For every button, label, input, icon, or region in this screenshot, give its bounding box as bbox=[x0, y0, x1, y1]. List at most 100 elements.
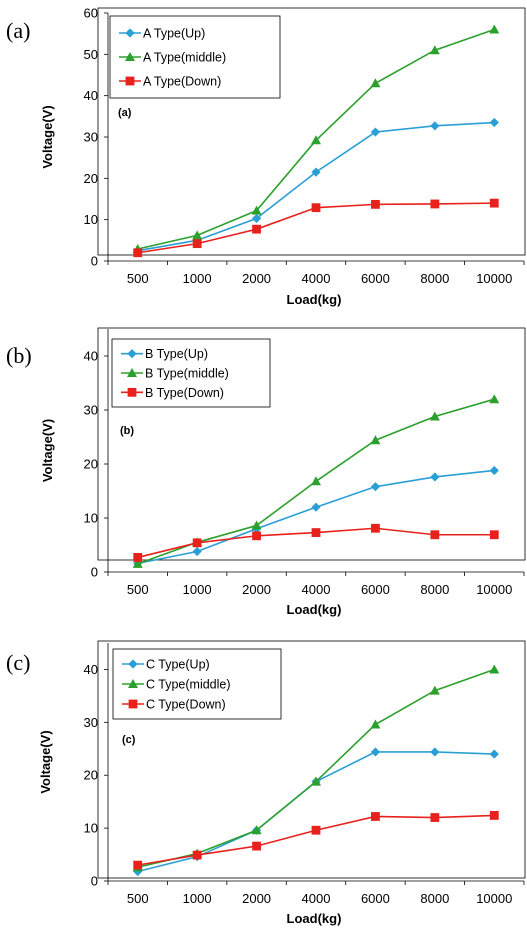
data-point bbox=[489, 811, 499, 820]
data-point bbox=[489, 664, 500, 674]
data-point bbox=[192, 239, 202, 249]
legend-marker bbox=[128, 659, 138, 669]
data-point bbox=[192, 546, 202, 557]
data-point bbox=[430, 472, 440, 482]
series-square bbox=[133, 811, 499, 870]
y-tick-label: 30 bbox=[84, 130, 98, 145]
legend-marker bbox=[125, 28, 135, 38]
y-tick-label: 40 bbox=[84, 88, 98, 103]
data-point bbox=[311, 203, 321, 213]
data-point bbox=[489, 465, 499, 476]
data-point bbox=[311, 135, 321, 145]
data-point bbox=[430, 747, 440, 757]
data-point bbox=[370, 78, 381, 88]
chart-frame bbox=[97, 7, 526, 256]
data-point bbox=[489, 198, 499, 208]
data-point bbox=[192, 538, 202, 548]
x-tick-label: 500 bbox=[127, 891, 149, 906]
data-point bbox=[370, 719, 381, 729]
chart-panel-a: (a) 0 10 20 30 40 50 60 500 1000 2000 4000 6000 8000 1… bbox=[6, 6, 526, 307]
y-tick-label: 20 bbox=[84, 171, 98, 186]
data-point bbox=[192, 230, 203, 240]
inner-panel-label: (c) bbox=[122, 734, 136, 746]
y-tick-label: 50 bbox=[84, 47, 98, 62]
y-axis-title: Voltage(V) bbox=[40, 105, 55, 168]
chart-frame bbox=[97, 327, 526, 561]
data-point bbox=[132, 558, 143, 568]
data-point bbox=[371, 523, 380, 533]
y-tick-label: 0 bbox=[91, 565, 98, 580]
data-point bbox=[370, 482, 381, 492]
x-axis: 500 1000 2000 4000 6000 8000 10000 bbox=[107, 261, 525, 286]
data-point bbox=[430, 813, 440, 822]
legend-label: A Type(Down) bbox=[143, 75, 221, 89]
y-axis-title: Voltage(V) bbox=[40, 419, 55, 482]
data-point bbox=[429, 45, 440, 55]
data-point bbox=[489, 24, 500, 34]
data-point bbox=[430, 199, 440, 209]
data-point bbox=[429, 685, 440, 695]
legend: B Type(Up) B Type(middle) B Type(Down) bbox=[111, 338, 271, 408]
y-tick-label: 0 bbox=[91, 254, 98, 269]
legend: A Type(Up) A Type(middle) A Type(Down) bbox=[109, 15, 281, 99]
data-point bbox=[371, 199, 380, 209]
x-tick-label: 2000 bbox=[242, 271, 271, 286]
series-triangle bbox=[132, 24, 500, 254]
series-triangle bbox=[132, 394, 500, 568]
data-point bbox=[371, 812, 380, 821]
chart-panel-b: (b) 0 10 20 30 40 500 1000 2000 4000 6000 8000 10000… bbox=[6, 327, 526, 617]
data-point bbox=[489, 394, 500, 404]
legend-label: A Type(Up) bbox=[143, 27, 205, 41]
data-point bbox=[252, 531, 261, 541]
x-tick-label: 1000 bbox=[183, 271, 212, 286]
y-tick-label: 60 bbox=[84, 6, 98, 21]
data-point bbox=[311, 528, 321, 537]
panel-label: (b) bbox=[6, 343, 32, 368]
legend-label: B Type(middle) bbox=[145, 367, 229, 381]
data-point bbox=[370, 747, 381, 757]
data-point bbox=[252, 224, 261, 234]
data-point bbox=[311, 776, 321, 786]
y-tick-label: 0 bbox=[91, 874, 98, 889]
data-point bbox=[489, 530, 499, 540]
x-tick-label: 500 bbox=[127, 271, 149, 286]
y-tick-label: 40 bbox=[84, 349, 98, 364]
legend-label: B Type(Down) bbox=[145, 386, 224, 400]
y-tick-label: 30 bbox=[84, 403, 98, 418]
legend-marker bbox=[128, 679, 138, 688]
data-point bbox=[251, 205, 262, 215]
y-axis: 0 10 20 30 40 50 60 bbox=[84, 6, 524, 269]
data-point bbox=[311, 502, 321, 512]
x-tick-label: 10000 bbox=[476, 891, 512, 906]
legend-label: A Type(middle) bbox=[143, 51, 226, 65]
legend: C Type(Up) C Type(middle) C Type(Down) bbox=[112, 648, 282, 720]
y-tick-label: 30 bbox=[84, 715, 98, 730]
data-point bbox=[192, 850, 202, 860]
legend-label: C Type(Up) bbox=[146, 658, 210, 672]
data-point bbox=[370, 127, 381, 137]
y-tick-label: 20 bbox=[84, 457, 98, 472]
inner-panel-label: (b) bbox=[120, 425, 134, 437]
x-tick-label: 10000 bbox=[476, 582, 512, 597]
legend-label: C Type(middle) bbox=[146, 678, 231, 692]
x-axis: 500 1000 2000 4000 6000 8000 10000 bbox=[107, 881, 525, 906]
x-tick-label: 8000 bbox=[420, 891, 449, 906]
y-tick-label: 20 bbox=[84, 768, 98, 783]
y-tick-label: 10 bbox=[84, 511, 98, 526]
legend-label: B Type(Up) bbox=[145, 347, 208, 361]
legend-marker bbox=[127, 368, 137, 377]
x-axis-title: Load(kg) bbox=[287, 911, 342, 926]
data-point bbox=[133, 553, 143, 562]
chart-panel-c: (c) 0 10 20 30 40 500 1000 2000 4000 6000 8000 10000… bbox=[6, 640, 526, 926]
panel-label: (c) bbox=[6, 650, 30, 675]
series-line bbox=[137, 751, 495, 873]
y-tick-label: 10 bbox=[84, 821, 98, 836]
inner-panel-label: (a) bbox=[118, 107, 132, 119]
panel-label: (a) bbox=[6, 18, 30, 43]
x-tick-label: 8000 bbox=[420, 271, 449, 286]
series-square bbox=[133, 198, 499, 258]
x-tick-label: 10000 bbox=[476, 271, 512, 286]
y-axis: 0 10 20 30 40 bbox=[84, 329, 524, 580]
x-tick-label: 1000 bbox=[183, 891, 212, 906]
x-tick-label: 6000 bbox=[361, 582, 390, 597]
